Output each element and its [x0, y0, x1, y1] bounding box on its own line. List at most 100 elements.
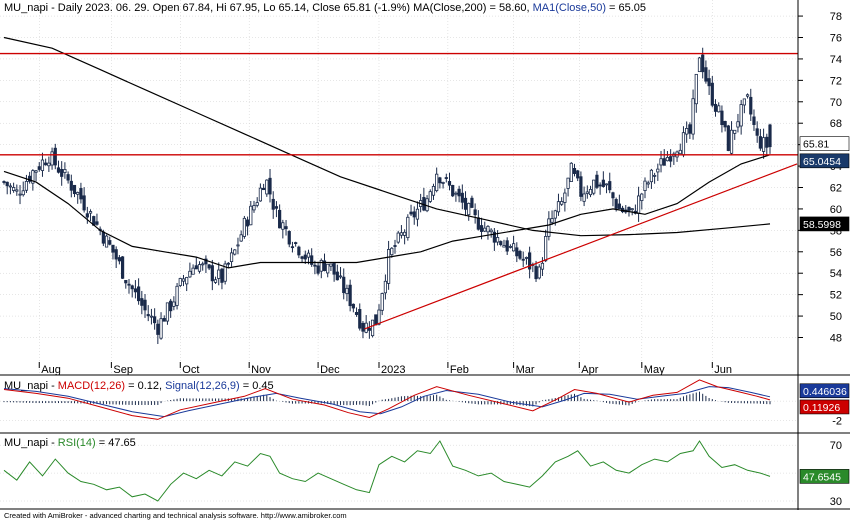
candle-body: [358, 309, 362, 329]
candle-body: [643, 180, 647, 191]
price-panel: MU_napi - Daily 2023. 06. 29. Open 67.84…: [0, 0, 850, 376]
candle-body: [217, 269, 221, 279]
candle-body: [399, 232, 404, 236]
candle-body: [524, 257, 529, 259]
candle-body: [569, 162, 573, 182]
candle-body: [50, 151, 54, 166]
macd-panel: MU_napi - MACD(12,26) = 0.12, Signal(12,…: [0, 374, 850, 427]
rsi-value-tags: 47.6545: [799, 469, 850, 484]
title-segment: MU_napi -: [4, 380, 58, 392]
candle-body: [169, 300, 173, 312]
candle-body: [153, 316, 157, 324]
macd-title: MU_napi - MACD(12,26) = 0.12, Signal(12,…: [4, 380, 274, 392]
candle-body: [338, 275, 343, 278]
candle-body: [492, 231, 496, 243]
candle-body: [476, 217, 480, 230]
price-tick-label: 72: [830, 75, 842, 87]
candle-body: [268, 177, 272, 195]
candle-body: [659, 158, 663, 166]
candle-body: [197, 264, 202, 272]
month-label: Feb: [450, 364, 469, 376]
candle-body: [262, 187, 266, 191]
candle-body: [636, 195, 641, 214]
candle-body: [406, 216, 410, 239]
candle-body: [544, 236, 548, 262]
candle-body: [236, 244, 240, 247]
candle-body: [82, 195, 86, 211]
candle-body: [137, 286, 141, 302]
candle-body: [210, 265, 214, 282]
candle-body: [592, 179, 596, 194]
value-tag-box: [799, 399, 850, 415]
candle-body: [649, 169, 654, 183]
month-label: Mar: [516, 364, 535, 376]
candle-body: [104, 235, 109, 248]
candle-body: [2, 181, 6, 183]
candle-body: [204, 258, 208, 265]
candle-body: [120, 256, 125, 279]
candle-body: [528, 252, 532, 270]
ma200-line: [3, 36, 771, 237]
candle-body: [630, 208, 634, 211]
candle-body: [31, 170, 35, 184]
candle-body: [223, 263, 227, 282]
title-segment: Signal(12,26,9): [165, 380, 240, 392]
candle-body: [403, 231, 407, 236]
candle-body: [463, 197, 468, 210]
candle-body: [322, 260, 327, 272]
candle-body: [24, 180, 29, 191]
candle-body: [172, 301, 176, 307]
candle-body: [409, 211, 413, 215]
candle-body: [351, 303, 355, 309]
value-tag-box: [799, 153, 850, 169]
candle-body: [300, 256, 304, 259]
price-tick-label: 50: [830, 311, 842, 323]
month-label: 2023: [381, 364, 405, 376]
candle-body: [556, 201, 561, 213]
candle-body: [550, 218, 554, 223]
candle-body: [393, 245, 397, 247]
candle-body: [479, 225, 484, 232]
candle-body: [335, 271, 339, 281]
candle-body: [162, 318, 166, 322]
candle-body: [707, 78, 711, 87]
rsi-grid: [0, 444, 798, 502]
candle-body: [576, 170, 580, 179]
value-tag-label: 0.446036: [803, 386, 847, 398]
candle-body: [53, 147, 57, 166]
candle-body: [765, 136, 769, 148]
candle-body: [457, 188, 461, 197]
candle-body: [8, 185, 13, 188]
candle-body: [560, 201, 564, 205]
candle-body: [656, 168, 660, 173]
candle-body: [326, 263, 330, 274]
candle-body: [617, 203, 621, 210]
candle-body: [15, 189, 19, 192]
candle-body: [297, 246, 301, 256]
candle-body: [755, 128, 759, 136]
candle-body: [518, 250, 522, 259]
candle-body: [438, 177, 442, 184]
candle-body: [489, 229, 493, 233]
price-tick-label: 76: [830, 33, 842, 45]
candle-body: [678, 149, 682, 155]
candle-body: [271, 198, 275, 210]
candle-body: [201, 263, 205, 266]
candle-body: [348, 284, 352, 307]
candle-body: [521, 258, 525, 261]
candle-body: [185, 277, 189, 285]
candle-body: [412, 211, 416, 218]
candle-body: [156, 323, 160, 335]
price-tick-label: 74: [830, 54, 842, 66]
candle-body: [470, 197, 474, 208]
candle-body: [396, 232, 400, 243]
candle-body: [130, 285, 134, 290]
candle-body: [159, 318, 163, 339]
macd-y-axis: -2: [832, 415, 842, 427]
candle-body: [669, 156, 673, 162]
value-tag-box: [799, 216, 850, 232]
macd-tick-label: -2: [832, 415, 842, 427]
candle-body: [124, 280, 128, 284]
candle-body: [342, 276, 346, 294]
